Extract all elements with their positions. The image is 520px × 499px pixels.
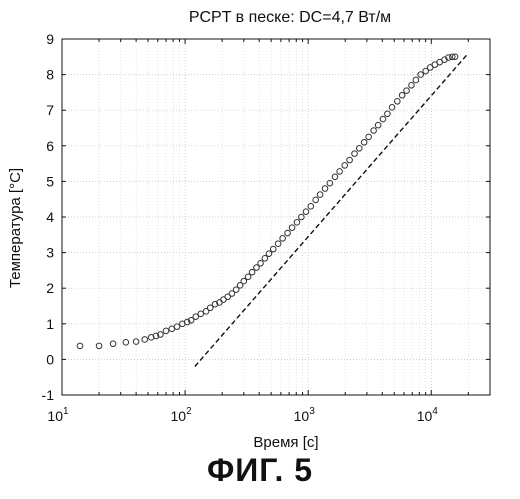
data-point bbox=[289, 225, 295, 231]
x-tick-label: 101 bbox=[47, 406, 69, 424]
data-point bbox=[342, 163, 348, 169]
data-point bbox=[413, 77, 419, 83]
data-point bbox=[404, 88, 410, 94]
data-point bbox=[308, 204, 314, 210]
chart-title: PCPT в песке: DC=4,7 Вт/м bbox=[189, 9, 391, 26]
x-tick-label: 104 bbox=[417, 406, 439, 424]
y-tick-label: 9 bbox=[46, 31, 54, 47]
data-point bbox=[198, 311, 204, 317]
data-point bbox=[371, 128, 377, 134]
data-point bbox=[110, 341, 116, 347]
y-tick-label: 0 bbox=[46, 351, 54, 367]
figure-caption: ФИГ. 5 bbox=[0, 452, 520, 489]
data-point bbox=[409, 82, 415, 88]
chart: PCPT в песке: DC=4,7 Вт/м -1 0 1 2 3 4 5 6 7 8 9 10… bbox=[0, 0, 520, 452]
data-point bbox=[262, 255, 268, 261]
data-point bbox=[258, 260, 264, 266]
data-point bbox=[123, 340, 129, 346]
tick-layer: -1 0 1 2 3 4 5 6 7 8 9 101 102 103 104 bbox=[42, 31, 490, 424]
data-point bbox=[249, 269, 255, 275]
data-point bbox=[380, 116, 386, 122]
data-point bbox=[245, 274, 251, 280]
y-tick-label: 5 bbox=[46, 173, 54, 189]
data-point bbox=[347, 157, 353, 163]
y-tick-label: 8 bbox=[46, 67, 54, 83]
x-tick-label: 102 bbox=[171, 406, 193, 424]
y-tick-label: 4 bbox=[46, 209, 54, 225]
y-tick-label: 3 bbox=[46, 245, 54, 261]
data-point bbox=[337, 169, 343, 175]
y-tick-label: 7 bbox=[46, 102, 54, 118]
data-point bbox=[395, 99, 401, 105]
data-point bbox=[322, 186, 328, 192]
data-point bbox=[399, 92, 405, 98]
y-tick-label: -1 bbox=[42, 387, 55, 403]
data-point bbox=[285, 230, 291, 236]
y-tick-label: 1 bbox=[46, 316, 54, 332]
data-point bbox=[352, 151, 358, 157]
y-tick-label: 6 bbox=[46, 138, 54, 154]
data-point bbox=[385, 111, 391, 117]
data-point bbox=[294, 220, 300, 226]
data-point bbox=[303, 209, 309, 215]
data-point bbox=[375, 122, 381, 128]
data-point bbox=[366, 134, 372, 140]
y-axis-label: Температура [°C] bbox=[7, 168, 24, 288]
data-point bbox=[313, 197, 319, 203]
data-layer bbox=[77, 53, 468, 366]
data-point bbox=[142, 337, 148, 343]
x-tick-label: 103 bbox=[294, 406, 316, 424]
data-point bbox=[174, 324, 180, 330]
data-point bbox=[332, 174, 338, 180]
grid bbox=[62, 39, 490, 395]
data-point bbox=[389, 105, 395, 111]
data-point bbox=[266, 251, 272, 257]
y-tick-label: 2 bbox=[46, 280, 54, 296]
data-point bbox=[361, 139, 367, 145]
x-axis-label: Время [с] bbox=[253, 434, 318, 451]
data-point bbox=[317, 192, 323, 198]
data-point bbox=[280, 236, 286, 242]
data-point bbox=[77, 343, 83, 349]
fit-line bbox=[195, 53, 468, 366]
data-point bbox=[275, 241, 281, 247]
data-point bbox=[356, 145, 362, 151]
